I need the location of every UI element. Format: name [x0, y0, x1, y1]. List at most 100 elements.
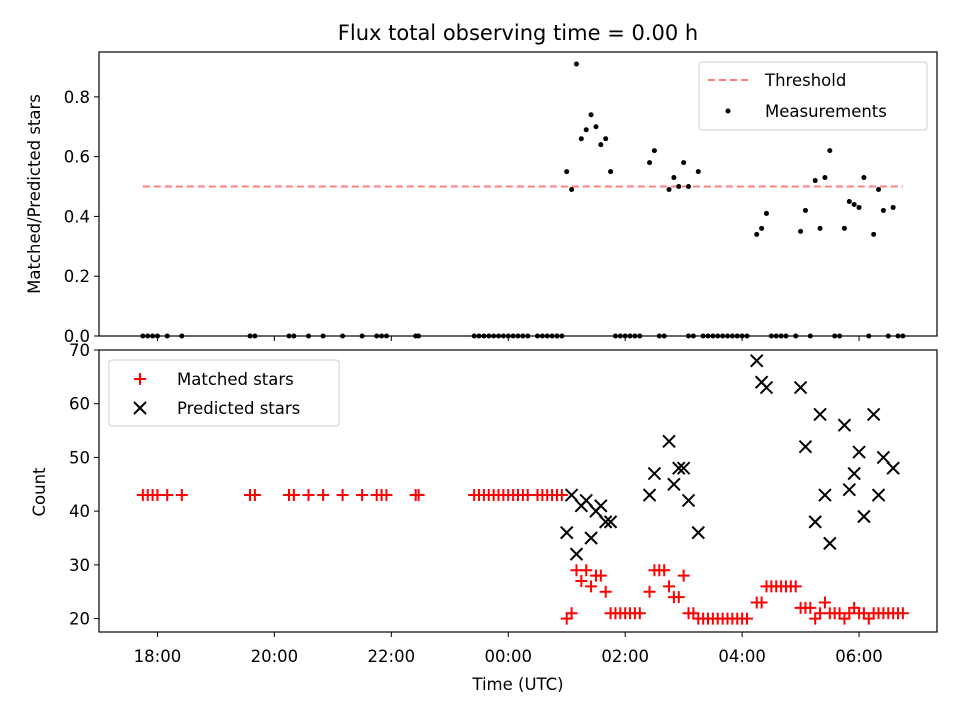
measurement-point [534, 333, 540, 339]
predicted-point [857, 509, 871, 524]
measurement-point [700, 333, 706, 339]
xtick-label: 04:00 [718, 647, 766, 666]
measurement-point [525, 333, 531, 339]
measurement-point [895, 333, 901, 339]
measurement-point [656, 333, 662, 339]
measurement-point [491, 333, 497, 339]
measurement-point [676, 184, 682, 190]
measurement-point [768, 333, 774, 339]
measurement-point [744, 333, 750, 339]
measurement-point [379, 333, 385, 339]
measurement-point [637, 333, 643, 339]
measurement-point [720, 333, 726, 339]
matched-point [677, 569, 690, 582]
measurement-point [807, 333, 813, 339]
measurement-point [710, 333, 716, 339]
bottom-x-ticks: 18:00 20:00 22:00 00:00 02:00 04:00 06:00 [134, 632, 883, 666]
top-y-ticks: 0.0 0.2 0.4 0.6 0.8 [64, 88, 99, 346]
measurement-point [686, 333, 692, 339]
bottom-ytick-label: 30 [69, 556, 90, 575]
predicted-point [871, 488, 886, 502]
xtick-label: 22:00 [368, 647, 416, 666]
measurement-point [569, 187, 575, 193]
measurement-point [515, 333, 521, 339]
measurement-point [598, 142, 604, 148]
predicted-point [876, 450, 891, 465]
bottom-plot-frame [98, 349, 938, 633]
measurement-point [827, 148, 833, 154]
matched-point [555, 489, 568, 502]
measurement-point [851, 201, 857, 207]
measurement-point [500, 333, 506, 339]
legend-threshold-label: Threshold [764, 71, 846, 90]
matched-point [248, 489, 261, 502]
predicted-point [759, 380, 774, 395]
measurement-point [802, 207, 808, 213]
measurement-point [164, 333, 170, 339]
matched-point [317, 489, 330, 502]
measurement-point [822, 175, 828, 181]
legend-measurements-label: Measurements [765, 102, 887, 121]
legend-matched-label: Matched stars [177, 370, 294, 389]
measurement-point [578, 136, 584, 142]
measurement-point [247, 333, 253, 339]
measurement-point [140, 333, 146, 339]
measurement-point [306, 333, 311, 339]
measurement-point [695, 169, 701, 175]
measurement-point [383, 333, 389, 339]
matched-point [818, 596, 831, 609]
measurement-point [179, 333, 185, 339]
measurement-point [671, 175, 677, 181]
measurement-point [252, 333, 258, 339]
measurement-point [154, 333, 160, 339]
bottom-ytick-label: 50 [69, 448, 90, 467]
measurement-point [549, 333, 555, 339]
matched-point [658, 564, 671, 577]
measurement-point [359, 333, 365, 339]
top-y-axis-label: Matched/Predicted stars [25, 94, 44, 294]
xtick-label: 02:00 [601, 647, 649, 666]
measurement-point [647, 160, 653, 166]
matched-point [175, 489, 188, 502]
predicted-point [672, 461, 686, 475]
matched-point [287, 489, 300, 502]
matched-point [380, 489, 393, 502]
bottom-legend-frame [108, 359, 340, 427]
top-ytick-label: 0.8 [64, 88, 90, 107]
measurement-point [890, 204, 896, 210]
measurement-point [291, 333, 297, 339]
predicted-point [642, 488, 657, 502]
bottom-data [136, 354, 909, 625]
measurement-point [559, 333, 565, 339]
top-data [140, 61, 906, 339]
measurement-point [798, 228, 804, 234]
predicted-point [842, 482, 857, 497]
measurement-point [617, 333, 623, 339]
predicted-point [594, 499, 608, 513]
measurement-point [812, 178, 818, 184]
chart-title: Flux total observing time = 0.00 h [338, 21, 698, 45]
matched-point [412, 489, 425, 502]
bottom-ytick-label: 70 [69, 341, 90, 360]
matched-point [302, 489, 315, 502]
matched-point [585, 580, 598, 593]
measurement-point [554, 333, 560, 339]
legend-predicted-swatch [133, 401, 147, 415]
measurement-point [320, 333, 326, 339]
xtick-label: 06:00 [835, 647, 883, 666]
measurement-point [627, 333, 633, 339]
top-ytick-label: 0.4 [64, 207, 90, 226]
top-legend: Threshold Measurements [698, 61, 928, 131]
matched-point [575, 574, 588, 587]
predicted-point [584, 531, 598, 545]
predicted-point [852, 445, 866, 459]
matched-point [740, 612, 753, 625]
measurement-point [632, 333, 638, 339]
bottom-panel: 20 30 40 50 60 70 18:00 20:00 22:00 00:00 02:00 04… [30, 341, 938, 694]
top-ytick-label: 0.2 [64, 267, 90, 286]
matched-point [336, 489, 349, 502]
matched-point [755, 596, 768, 609]
measurement-point [681, 160, 687, 166]
legend-measurements-swatch [725, 108, 731, 114]
